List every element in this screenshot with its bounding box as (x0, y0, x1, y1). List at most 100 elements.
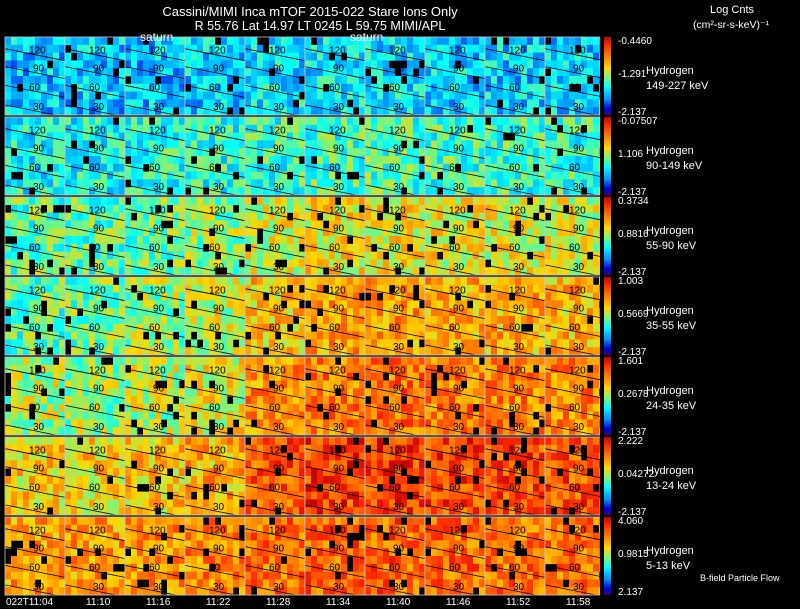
heatmap-cell (137, 60, 144, 69)
heatmap-cell (539, 277, 546, 286)
contour-label: 120 (209, 366, 226, 377)
heatmap-cell (419, 197, 426, 206)
heatmap-cell (431, 411, 438, 420)
heatmap-cell (449, 99, 456, 108)
heatmap-cell (119, 347, 126, 356)
heatmap-cell (11, 388, 18, 397)
heatmap-cell (5, 220, 12, 229)
heatmap-cell (503, 107, 510, 116)
heatmap-cell (191, 243, 198, 252)
heatmap-cell (269, 259, 276, 268)
heatmap-cell (41, 259, 48, 268)
heatmap-cell (437, 419, 444, 428)
heatmap-cell (323, 419, 330, 428)
heatmap-cell (59, 380, 66, 389)
heatmap-cell (203, 148, 210, 157)
heatmap-cell (479, 204, 486, 213)
heatmap-cell (173, 60, 180, 69)
heatmap-cell (239, 124, 246, 133)
heatmap-cell (311, 364, 318, 373)
heatmap-cell (527, 37, 534, 46)
heatmap-cell (569, 251, 576, 260)
heatmap-cell (497, 204, 504, 213)
heatmap-cell (101, 331, 108, 340)
heatmap-cell (581, 140, 588, 149)
heatmap-cell (539, 212, 546, 221)
heatmap-cell (341, 220, 348, 229)
heatmap-cell (485, 292, 492, 301)
heatmap-cell (5, 107, 12, 116)
contour-label: 90 (453, 304, 465, 315)
heatmap-cell (365, 171, 372, 180)
heatmap-cell (317, 347, 324, 356)
heatmap-cell (347, 308, 354, 317)
heatmap-cell (377, 267, 384, 276)
heatmap-cell (437, 107, 444, 116)
heatmap-cell (107, 267, 114, 276)
heatmap-cell (89, 107, 96, 116)
heatmap-cell (503, 339, 510, 348)
heatmap-cell (245, 212, 252, 221)
heatmap-cell (161, 171, 168, 180)
contour-label: 120 (569, 286, 586, 297)
heatmap-cell (143, 220, 150, 229)
heatmap-cell (341, 347, 348, 356)
heatmap-cell (299, 220, 306, 229)
heatmap-cell (119, 179, 126, 188)
heatmap-cell (119, 300, 126, 309)
contour-label: 120 (449, 126, 466, 137)
heatmap-cell (29, 132, 36, 141)
heatmap-cell (389, 91, 396, 100)
heatmap-cell (197, 236, 204, 245)
heatmap-cell (491, 277, 498, 286)
heatmap-cell (431, 220, 438, 229)
heatmap-cell (137, 171, 144, 180)
contour-label: 120 (569, 206, 586, 217)
contour-label: 60 (149, 162, 161, 173)
heatmap-cell (419, 411, 426, 420)
heatmap-cell (95, 140, 102, 149)
heatmap-cell (173, 300, 180, 309)
heatmap-cell (41, 156, 48, 165)
heatmap-cell (191, 204, 198, 213)
heatmap-cell (167, 357, 174, 366)
heatmap-cell (95, 212, 102, 221)
heatmap-cell (449, 292, 456, 301)
heatmap-cell (455, 251, 462, 260)
heatmap-cell (311, 316, 318, 325)
contour-label: 60 (29, 322, 41, 333)
heatmap-cell (167, 364, 174, 373)
heatmap-cell (155, 243, 162, 252)
heatmap-cell (419, 284, 426, 293)
heatmap-cell (473, 163, 480, 172)
heatmap-cell (245, 179, 252, 188)
heatmap-cell (5, 316, 12, 325)
heatmap-cell (125, 220, 132, 229)
heatmap-cell (485, 331, 492, 340)
heatmap-cell (479, 117, 486, 126)
heatmap-cell (239, 277, 246, 286)
heatmap-cell (287, 251, 294, 260)
heatmap-cell (311, 91, 318, 100)
heatmap-cell (455, 331, 462, 340)
heatmap-cell (23, 117, 30, 126)
heatmap-cell (305, 83, 312, 92)
heatmap-cell (251, 331, 258, 340)
heatmap-cell (155, 60, 162, 69)
heatmap-cell (311, 212, 318, 221)
heatmap-cell (77, 411, 84, 420)
heatmap-cell (473, 148, 480, 157)
heatmap-cell (377, 156, 384, 165)
heatmap-cell (17, 148, 24, 157)
heatmap-cell (305, 308, 312, 317)
heatmap-cell (323, 388, 330, 397)
heatmap-cell (395, 204, 402, 213)
heatmap-cell (185, 124, 192, 133)
heatmap-cell (509, 212, 516, 221)
heatmap-cell (323, 99, 330, 108)
heatmap-cell (245, 339, 252, 348)
heatmap-cell (65, 124, 72, 133)
heatmap-cell (557, 60, 564, 69)
